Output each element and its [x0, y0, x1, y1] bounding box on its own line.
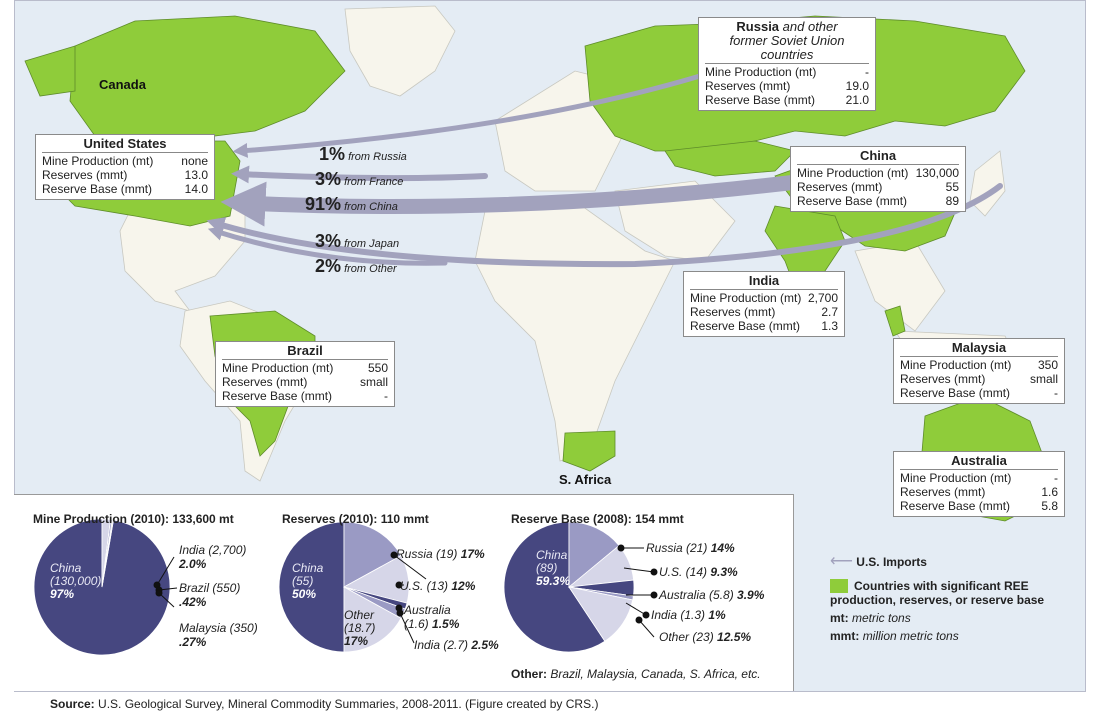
pie-label-other-reserve-base: Other (23) 12.5%: [659, 630, 752, 644]
infobox-title: Australia: [900, 454, 1058, 470]
pie-label-china-reserve-base: China (89) 59.3%: [536, 548, 571, 588]
label-canada: Canada: [99, 77, 146, 92]
infobox-row: Mine Production (mt) none: [42, 154, 208, 168]
pie-label-other-reserves: Other (18.7) 17%: [344, 608, 376, 648]
infobox-row: Reserve Base (mmt) -: [222, 389, 388, 403]
land-malaysia: [884, 305, 906, 337]
infobox-row: Reserve Base (mmt) 14.0: [42, 182, 208, 196]
arrow-label-japan: 3% from Japan: [315, 231, 400, 251]
pie-label-malaysia: Malaysia (350) .27%: [179, 621, 258, 649]
infobox-row: Reserve Base (mmt) -: [900, 386, 1058, 400]
infobox-row: Reserves (mmt) 13.0: [42, 168, 208, 182]
infobox-row: Reserves (mmt) 19.0: [705, 79, 869, 93]
arrow-from-russia: [232, 73, 703, 158]
arrow-from-france: [231, 165, 488, 184]
pie-label-china-production: China (130,000) 97%: [50, 561, 102, 601]
legend-imports: ⟵ U.S. Imports: [830, 553, 927, 570]
infobox-row: Mine Production (mt) -: [705, 65, 869, 79]
infobox-china: China Mine Production (mt) 130,000 Reserv…: [790, 146, 966, 212]
pie-svg: [33, 518, 658, 656]
pie-label-india-reserve-base: India (1.3) 1%: [651, 608, 726, 622]
infobox-australia: Australia Mine Production (mt) - Reserves…: [893, 451, 1065, 517]
pie-label-us-reserves: U.S. (13) 12%: [400, 579, 476, 593]
infobox-row: Mine Production (mt) -: [900, 471, 1058, 485]
infobox-row: Mine Production (mt) 550: [222, 361, 388, 375]
land-south-africa: [562, 430, 616, 472]
infobox-row: Reserve Base (mmt) 21.0: [705, 93, 869, 107]
pie-title-reserve-base: Reserve Base (2008): 154 mmt: [511, 512, 684, 526]
pie-slice-other: [568, 586, 634, 642]
pie-label-brazil: Brazil (550) .42%: [179, 581, 241, 609]
infobox-row: Reserves (mmt) small: [900, 372, 1058, 386]
legend-mmt: mmt: million metric tons: [830, 629, 959, 643]
land-canada: [69, 15, 346, 142]
infobox-title: Brazil: [222, 344, 388, 360]
land-greenland: [344, 5, 456, 97]
arrow-label-france: 3% from France: [315, 169, 404, 189]
arrow-label-russia: 1% from Russia: [319, 144, 407, 164]
infobox-malaysia: Malaysia Mine Production (mt) 350 Reserve…: [893, 338, 1065, 404]
infobox-title: India: [690, 274, 838, 290]
infobox-title: China: [797, 149, 959, 165]
arrow-label-china: 91% from China: [305, 194, 398, 214]
infobox-row: Reserves (mmt) 55: [797, 180, 959, 194]
pie-slice-china: [503, 521, 606, 653]
infobox-row: Mine Production (mt) 350: [900, 358, 1058, 372]
arrow-from-japan: [206, 183, 1003, 268]
pie-mine-production: [33, 518, 171, 656]
pie-label-us-reserve-base: U.S. (14) 9.3%: [659, 565, 738, 579]
pie-slice-other: [343, 586, 402, 653]
infobox-russia: Russia and other former Soviet Union coun…: [698, 17, 876, 111]
infobox-row: Reserve Base (mmt) 89: [797, 194, 959, 208]
land-kazakhstan: [664, 140, 796, 177]
pie-note-other: Other: Brazil, Malaysia, Canada, S. Afri…: [511, 667, 761, 681]
pie-reserves: [278, 521, 410, 653]
pie-charts-panel: Mine Production (2010): 133,600 mt Reser…: [14, 494, 794, 691]
pie-slice-russia: [343, 521, 402, 588]
infobox-title: Russia and other former Soviet Union coun…: [705, 20, 869, 64]
infobox-row: Reserve Base (mmt) 1.3: [690, 319, 838, 333]
infobox-brazil: Brazil Mine Production (mt) 550 Reserves …: [215, 341, 395, 407]
pie-slice-malaysia: [101, 519, 114, 588]
legend-countries: Countries with significant REE productio…: [830, 579, 1045, 607]
pie-label-russia-reserves: Russia (19) 17%: [396, 547, 485, 561]
infobox-row: Mine Production (mt) 2,700: [690, 291, 838, 305]
pie-label-australia-reserve-base: Australia (5.8) 3.9%: [659, 588, 765, 602]
label-s-africa: S. Africa: [559, 472, 612, 487]
infobox-india: India Mine Production (mt) 2,700 Reserves…: [683, 271, 845, 337]
pie-slice-russia: [568, 521, 620, 588]
pie-label-india-reserves: India (2.7) 2.5%: [414, 638, 499, 652]
pie-label-china-reserves: China (55) 50%: [292, 561, 324, 601]
infobox-row: Reserve Base (mmt) 5.8: [900, 499, 1058, 513]
pie-reserve-base: [503, 521, 635, 653]
pie-leader-lines: [153, 544, 658, 644]
swatch-green: [830, 579, 848, 593]
arrow-from-other: [207, 226, 448, 266]
arrow-from-china: [220, 173, 813, 227]
infobox-title: United States: [42, 137, 208, 153]
pie-label-russia-reserve-base: Russia (21) 14%: [646, 541, 735, 555]
infobox-title: Malaysia: [900, 341, 1058, 357]
infobox-united-states: United States Mine Production (mt) none R…: [35, 134, 215, 200]
pie-label-australia-reserves: Australia (1.6) 1.5%: [404, 603, 460, 631]
infobox-row: Reserves (mmt) 2.7: [690, 305, 838, 319]
arrow-label-other: 2% from Other: [315, 256, 397, 276]
pie-slice-china: [278, 521, 345, 653]
infobox-row: Reserves (mmt) small: [222, 375, 388, 389]
arrow-left-icon: ⟵: [830, 553, 853, 570]
infobox-row: Mine Production (mt) 130,000: [797, 166, 959, 180]
land-alaska: [24, 45, 76, 97]
pie-title-reserves: Reserves (2010): 110 mmt: [282, 512, 429, 526]
pie-title-production: Mine Production (2010): 133,600 mt: [33, 512, 234, 526]
source-note: Source: U.S. Geological Survey, Mineral …: [50, 697, 599, 711]
infobox-row: Reserves (mmt) 1.6: [900, 485, 1058, 499]
pie-label-india: India (2,700) 2.0%: [179, 543, 247, 571]
legend-mt: mt: metric tons: [830, 611, 911, 625]
